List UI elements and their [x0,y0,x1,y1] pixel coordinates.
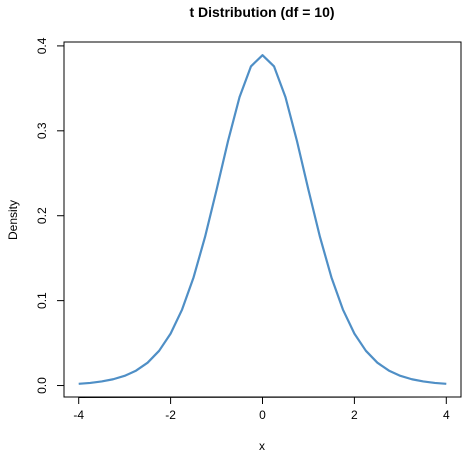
y-tick-label: 0.1 [35,292,49,309]
x-axis-title: x [259,439,265,453]
plot-frame [63,41,462,398]
x-tick-label: 4 [443,408,450,422]
y-axis-title: Density [6,200,20,240]
density-line [78,54,447,385]
y-tick-label: 0.0 [35,377,49,394]
y-tick-label: 0.3 [35,122,49,139]
x-tick-label: -2 [165,408,176,422]
x-tick-label: -4 [73,408,84,422]
y-tick-label: 0.4 [35,37,49,54]
chart-title: t Distribution (df = 10) [189,4,334,20]
y-tick-label: 0.2 [35,207,49,224]
x-tick-label: 2 [351,408,358,422]
x-tick-label: 0 [259,408,266,422]
